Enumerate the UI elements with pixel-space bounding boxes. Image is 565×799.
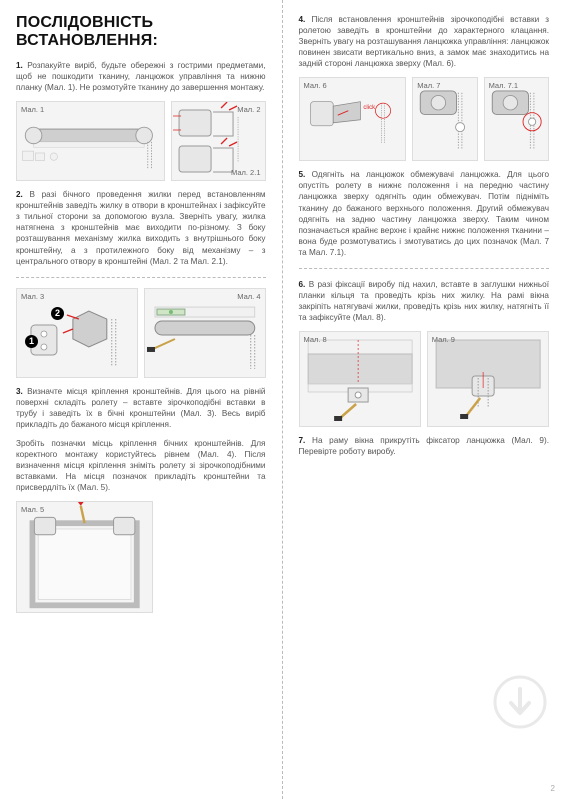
- figure-8-svg: [300, 332, 420, 426]
- figure-6: Мал. 6 click: [299, 77, 407, 161]
- figure-9: Мал. 9: [427, 331, 549, 427]
- figure-3-svg: [17, 289, 137, 377]
- step-6-num: 6.: [299, 280, 306, 289]
- figure-5-label: Мал. 5: [21, 505, 44, 514]
- step-7-num: 7.: [299, 436, 306, 445]
- figure-21-label: Мал. 2.1: [231, 168, 260, 177]
- step-1-num: 1.: [16, 61, 23, 70]
- step-2-body: В разі бічного проведення жилки перед вс…: [16, 190, 266, 265]
- watermark-icon: [493, 675, 547, 729]
- figure-7-svg: [413, 78, 476, 160]
- figure-2: Мал. 2 Мал. 2.1: [171, 101, 265, 181]
- figure-4-label: Мал. 4: [237, 292, 260, 301]
- left-column: ПОСЛІДОВНІСТЬ ВСТАНОВЛЕННЯ: 1. Розпакуйт…: [0, 0, 283, 799]
- step-3-num: 3.: [16, 387, 23, 396]
- step-5-text: 5. Одягніть на ланцюжок обмежувачі ланцю…: [299, 169, 550, 258]
- figure-2-label: Мал. 2: [237, 105, 260, 114]
- step-2-num: 2.: [16, 190, 23, 199]
- step-3a-body: Визначте місця кріплення кронштейнів. Дл…: [16, 387, 266, 429]
- figure-8: Мал. 8: [299, 331, 421, 427]
- step-7-text: 7. На раму вікна прикрутіть фіксатор лан…: [299, 435, 550, 457]
- fig-row-1: Мал. 1 Мал. 2 Мал. 2.1: [16, 101, 266, 181]
- page-title: ПОСЛІДОВНІСТЬ ВСТАНОВЛЕННЯ:: [16, 14, 266, 50]
- badge-2: 2: [51, 307, 64, 320]
- figure-9-svg: [428, 332, 548, 426]
- figure-7-label: Мал. 7: [417, 81, 440, 90]
- fig-row-4: Мал. 6 click Мал. 7: [299, 77, 550, 161]
- figure-3-label: Мал. 3: [21, 292, 44, 301]
- right-separator: [299, 268, 550, 269]
- figure-71-svg: [485, 78, 548, 160]
- step-5-body: Одягніть на ланцюжок обмежувачі ланцюжка…: [299, 170, 550, 256]
- figure-4-svg: [145, 289, 265, 377]
- figure-1: Мал. 1: [16, 101, 165, 181]
- figure-5: Мал. 5: [16, 501, 153, 613]
- step-7-body: На раму вікна прикрутіть фіксатор ланцюж…: [299, 436, 549, 456]
- page-number: 2: [551, 784, 555, 793]
- click-label: click: [363, 105, 376, 111]
- step-5-num: 5.: [299, 170, 306, 179]
- figure-6-label: Мал. 6: [304, 81, 327, 90]
- step-4-text: 4. Після встановлення кронштейнів зірочк…: [299, 14, 550, 69]
- figure-6-svg: click: [300, 78, 406, 160]
- step-1-text: 1. Розпакуйте виріб, будьте обережні з г…: [16, 60, 266, 93]
- figure-71-label: Мал. 7.1: [489, 81, 518, 90]
- page: ПОСЛІДОВНІСТЬ ВСТАНОВЛЕННЯ: 1. Розпакуйт…: [0, 0, 565, 799]
- figure-4: Мал. 4: [144, 288, 266, 378]
- step-6-body: В разі фіксації виробу під нахил, вставт…: [299, 280, 550, 322]
- fig-row-5: Мал. 8 Мал. 9: [299, 331, 550, 427]
- step-1-body: Розпакуйте виріб, будьте обережні з гост…: [16, 61, 266, 92]
- step-6-text: 6. В разі фіксації виробу під нахил, вст…: [299, 279, 550, 323]
- fig-row-2: Мал. 3 1 2 Мал. 4: [16, 288, 266, 378]
- figure-8-label: Мал. 8: [304, 335, 327, 344]
- badge-1: 1: [25, 335, 38, 348]
- figure-7: Мал. 7: [412, 77, 477, 161]
- figure-5-svg: [17, 502, 152, 612]
- figure-3: Мал. 3 1 2: [16, 288, 138, 378]
- figure-9-label: Мал. 9: [432, 335, 455, 344]
- step-4-body: Після встановлення кронштейнів зірочкопо…: [299, 15, 550, 68]
- step-4-num: 4.: [299, 15, 306, 24]
- step-2-text: 2. В разі бічного проведення жилки перед…: [16, 189, 266, 266]
- figure-71: Мал. 7.1: [484, 77, 549, 161]
- step-3b-text: Зробіть позначки місць кріплення бічних …: [16, 438, 266, 493]
- right-column: 4. Після встановлення кронштейнів зірочк…: [283, 0, 565, 799]
- figure-1-label: Мал. 1: [21, 105, 44, 114]
- fig-row-3: Мал. 5: [16, 501, 266, 613]
- step-3a-text: 3. Визначте місця кріплення кронштейнів.…: [16, 386, 266, 430]
- left-separator: [16, 277, 266, 278]
